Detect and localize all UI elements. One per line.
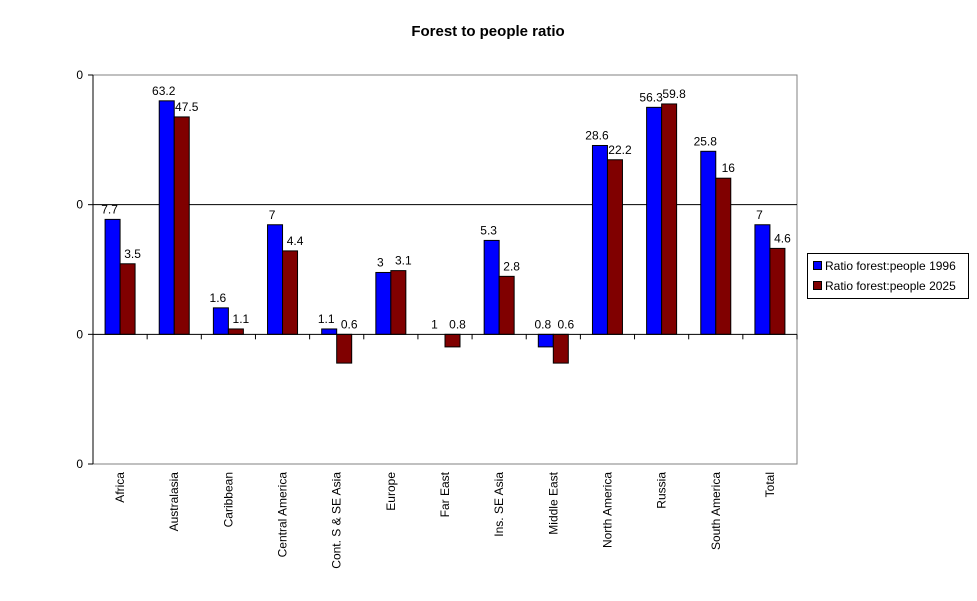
x-category-label: Caribbean <box>221 472 235 527</box>
data-label: 59.8 <box>662 87 686 101</box>
data-label: 7 <box>756 208 763 222</box>
x-category-label: Russia <box>655 472 669 509</box>
bar-1996 <box>375 271 392 335</box>
x-category-label: Ins. SE Asia <box>492 472 506 537</box>
data-label: 4.6 <box>774 231 791 245</box>
bar-1996 <box>537 333 554 348</box>
data-label: 7 <box>269 208 276 222</box>
data-label: 1.1 <box>318 312 335 326</box>
data-label: 63.2 <box>152 84 176 98</box>
x-category-label: Europe <box>384 472 398 511</box>
y-tick-label: 0 <box>76 327 83 341</box>
bar-1996 <box>267 224 284 335</box>
bar-1996 <box>754 224 771 335</box>
data-label: 0.6 <box>341 317 358 331</box>
data-label: 16 <box>722 161 736 175</box>
bar-1996 <box>591 144 608 335</box>
data-label: 4.4 <box>287 234 304 248</box>
bar-2025 <box>173 116 190 335</box>
data-label: 1 <box>431 317 438 331</box>
bar-1996 <box>212 307 229 335</box>
x-category-label: Total <box>763 472 777 497</box>
legend-swatch-1996 <box>813 261 822 270</box>
bar-2025 <box>336 333 353 364</box>
bar-1996 <box>483 239 500 335</box>
legend-item-2025: Ratio forest:people 2025 <box>813 279 956 293</box>
plot-area <box>92 74 798 465</box>
data-label: 1.6 <box>210 291 227 305</box>
data-label: 47.5 <box>175 100 199 114</box>
data-label: 7.7 <box>101 202 118 216</box>
bar-2025 <box>661 103 678 335</box>
bar-1996 <box>700 150 717 335</box>
bar-1996 <box>158 100 175 335</box>
bar-2025 <box>444 333 461 348</box>
data-label: 3.5 <box>124 247 141 261</box>
bar-2025 <box>390 270 407 335</box>
legend-label-2025: Ratio forest:people 2025 <box>825 279 956 293</box>
bar-2025 <box>282 250 299 335</box>
y-tick-label: 0 <box>76 68 83 82</box>
bar-2025 <box>715 177 732 335</box>
bar-2025 <box>119 263 136 335</box>
x-category-label: North America <box>600 472 614 548</box>
data-label: 56.3 <box>639 90 663 104</box>
x-category-label: Cont. S & SE Asia <box>330 472 344 569</box>
data-label: 3 <box>377 255 384 269</box>
data-label: 0.6 <box>557 317 574 331</box>
data-label: 22.2 <box>608 143 632 157</box>
x-category-label: Far East <box>438 471 452 517</box>
bar-1996 <box>646 106 663 335</box>
data-label: 28.6 <box>585 128 609 142</box>
bar-1996 <box>321 328 338 335</box>
legend-label-1996: Ratio forest:people 1996 <box>825 259 956 273</box>
bar-2025 <box>498 275 515 335</box>
x-category-label: Africa <box>113 472 127 503</box>
x-category-label: Central America <box>276 472 290 558</box>
data-label: 0.8 <box>449 317 466 331</box>
bar-2025 <box>769 247 786 335</box>
legend-item-1996: Ratio forest:people 1996 <box>813 259 956 273</box>
data-label: 0.8 <box>534 317 551 331</box>
legend: Ratio forest:people 1996 Ratio forest:pe… <box>807 253 969 299</box>
y-tick-label: 0 <box>76 457 83 471</box>
legend-swatch-2025 <box>813 281 822 290</box>
data-label: 2.8 <box>503 259 520 273</box>
data-label: 1.1 <box>233 312 250 326</box>
data-label: 3.1 <box>395 254 412 268</box>
x-category-label: South America <box>709 472 723 550</box>
bar-1996 <box>104 218 121 335</box>
x-category-label: Australasia <box>167 472 181 532</box>
bar-2025 <box>552 333 569 364</box>
y-tick-label: 0 <box>76 198 83 212</box>
bar-2025 <box>606 159 623 335</box>
x-category-label: Middle East <box>546 471 560 534</box>
chart-title: Forest to people ratio <box>411 23 564 40</box>
data-label: 25.8 <box>694 134 718 148</box>
bar-2025 <box>227 328 244 335</box>
data-label: 5.3 <box>480 223 497 237</box>
